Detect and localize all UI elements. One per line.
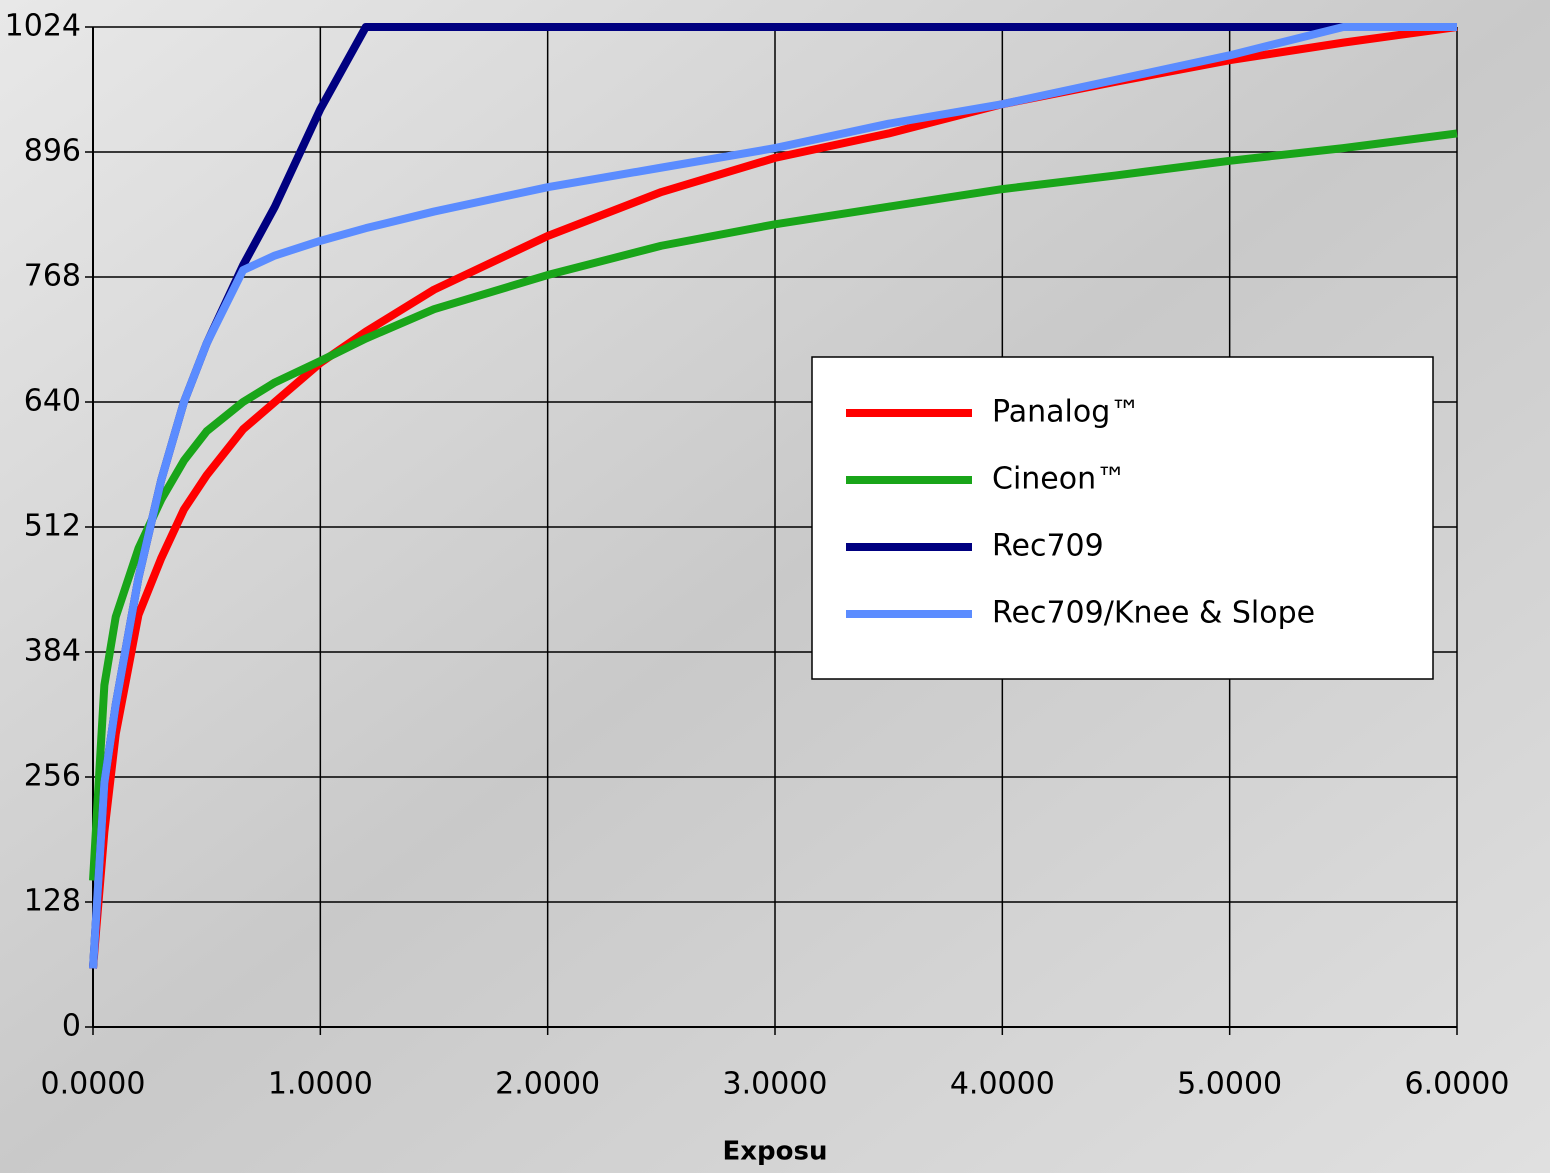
series-line xyxy=(89,23,1457,969)
legend-label: Rec709 xyxy=(992,529,1104,564)
x-tick-label: 2.0000 xyxy=(495,1067,600,1102)
x-tick-label: 4.0000 xyxy=(950,1067,1055,1102)
legend-label: Panalog™ xyxy=(992,395,1140,430)
y-tick-label: 256 xyxy=(24,759,81,794)
y-tick-label: 640 xyxy=(24,384,81,419)
y-tick-label: 128 xyxy=(24,884,81,919)
x-tick-label: 3.0000 xyxy=(723,1067,828,1102)
legend-label: Cineon™ xyxy=(992,462,1126,497)
y-tick-label: 512 xyxy=(24,509,81,544)
y-tick-label: 896 xyxy=(24,134,81,169)
x-axis-label: Exposu xyxy=(723,1137,828,1167)
y-tick-label: 768 xyxy=(24,259,81,294)
x-tick-label: 1.0000 xyxy=(268,1067,373,1102)
x-tick-label: 6.0000 xyxy=(1405,1067,1510,1102)
y-tick-label: 1024 xyxy=(5,9,81,44)
x-tick-label: 5.0000 xyxy=(1177,1067,1282,1102)
x-tick-label: 0.0000 xyxy=(41,1067,146,1102)
legend-label: Rec709/Knee & Slope xyxy=(992,596,1315,631)
y-tick-label: 384 xyxy=(24,634,81,669)
y-tick-label: 0 xyxy=(62,1009,81,1044)
